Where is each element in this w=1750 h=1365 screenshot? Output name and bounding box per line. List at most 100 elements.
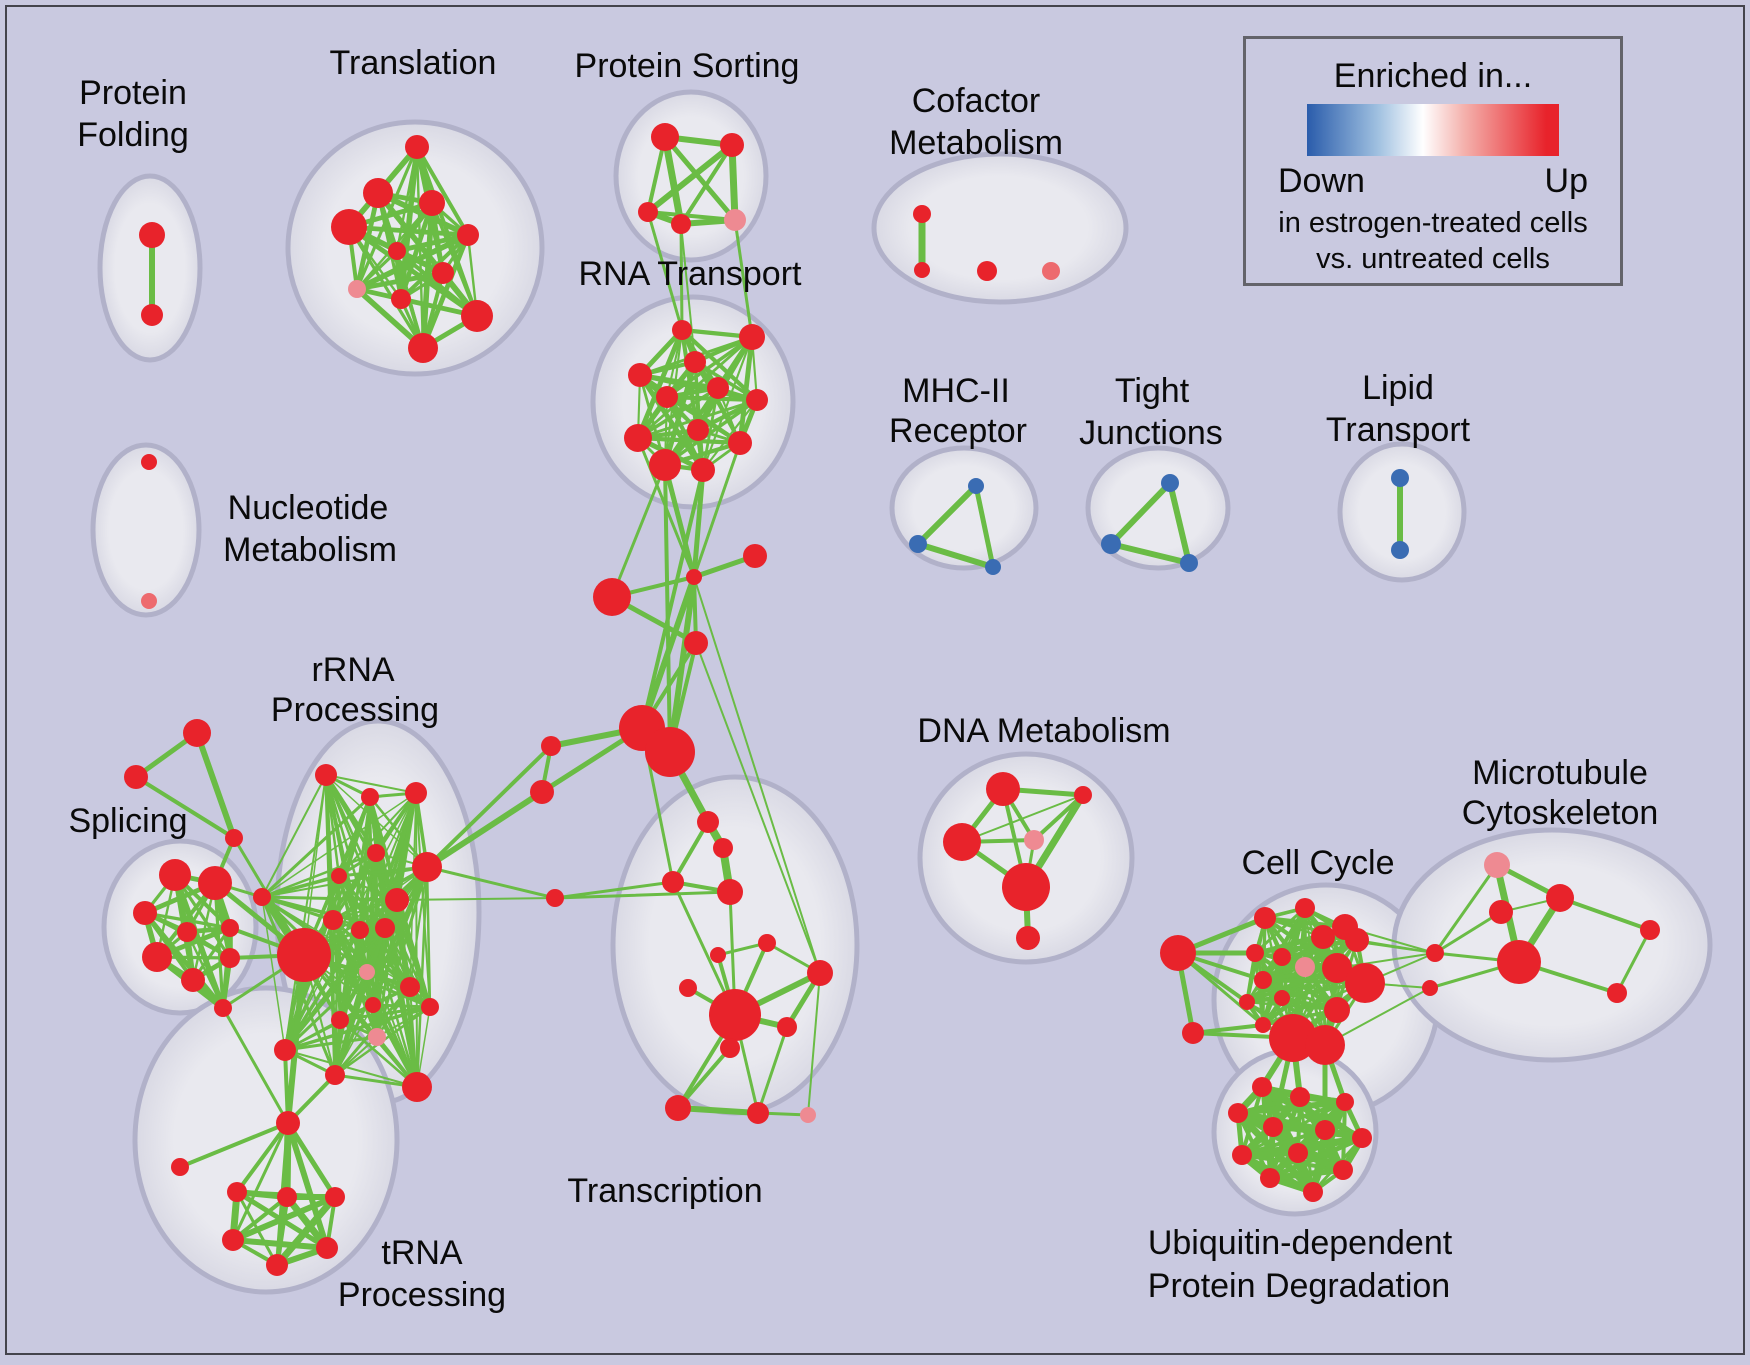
gene-set-node [1239, 994, 1255, 1010]
edge [430, 201, 479, 318]
gene-set-node [624, 424, 652, 452]
gene-set-node [649, 449, 681, 481]
edge [664, 394, 760, 403]
edge [640, 468, 705, 730]
gene-set-node [1260, 1168, 1280, 1188]
edge [646, 210, 684, 332]
gene-set-node [747, 1102, 769, 1124]
edge [194, 730, 237, 841]
gene-set-node [1246, 944, 1264, 962]
gene-set-node [656, 386, 678, 408]
gene-set-node [758, 934, 776, 952]
edge [143, 911, 232, 930]
gene-set-node [375, 918, 395, 938]
gene-set-node [1333, 1160, 1353, 1180]
cluster-label-dna-metabolism: DNA Metabolism [917, 712, 1170, 750]
legend-title: Enriched in... [1333, 57, 1533, 95]
edge [261, 792, 417, 898]
gene-set-node [171, 1158, 189, 1176]
gene-set-node [348, 280, 366, 298]
edge [680, 223, 696, 363]
gene-set-node [405, 782, 427, 804]
gene-set-node [274, 1039, 296, 1061]
edge [1433, 863, 1499, 955]
gene-set-node [1288, 1143, 1308, 1163]
edge [645, 142, 735, 215]
gene-set-node [943, 823, 981, 861]
gene-set-node [720, 133, 744, 157]
edge [973, 483, 996, 570]
gene-set-node [679, 979, 697, 997]
edge [424, 789, 545, 870]
gene-set-node [1290, 1087, 1310, 1107]
cluster-label-ubiquitin-degradation: Protein Degradation [1148, 1267, 1450, 1305]
gene-set-node [141, 593, 157, 609]
gene-set-node [159, 859, 191, 891]
cluster-label-lipid-transport: Lipid [1362, 369, 1434, 407]
edge [409, 986, 418, 1088]
cluster-label-protein-folding: Protein [79, 74, 187, 112]
edge [756, 1025, 789, 1115]
gene-set-node [1303, 1182, 1323, 1202]
cluster-label-tight-junctions: Junctions [1079, 414, 1223, 452]
gene-set-node [461, 300, 493, 332]
gene-set-node [977, 261, 997, 281]
cluster-ellipse-microtubule-cytoskeleton [1391, 827, 1713, 1063]
cluster-label-lipid-transport: Transport [1326, 411, 1471, 449]
gene-set-node [697, 811, 719, 833]
edge [221, 1006, 290, 1125]
edge [396, 897, 556, 901]
edge [553, 890, 732, 900]
cluster-ellipse-cofactor-metabolism [871, 151, 1129, 305]
edge [733, 218, 754, 339]
gene-set-node [1274, 990, 1290, 1006]
cluster-label-protein-sorting: Protein Sorting [575, 47, 800, 85]
gene-set-node [181, 968, 205, 992]
gene-set-node [1254, 907, 1276, 929]
gene-set-node [807, 960, 833, 986]
gene-set-node [739, 324, 765, 350]
edge [665, 395, 742, 445]
edge [338, 1005, 432, 1022]
edge [285, 1120, 330, 1251]
cluster-label-cofactor-metabolism: Cofactor [912, 82, 1041, 120]
edge [701, 398, 759, 472]
gene-set-node [1160, 935, 1196, 971]
edge [261, 774, 327, 898]
gene-set-node [1252, 1077, 1272, 1097]
legend-down-up-row: Down Up [1278, 162, 1588, 201]
gene-set-node [221, 919, 239, 937]
gene-set-node [1391, 469, 1409, 487]
edge [371, 1003, 419, 1089]
gene-set-node [1161, 474, 1179, 492]
gene-set-node [400, 977, 420, 997]
edge [383, 926, 432, 1009]
cluster-label-microtubule-cytoskeleton: Microtubule [1472, 754, 1648, 792]
edge [1176, 951, 1265, 1027]
edge [661, 133, 685, 228]
gene-set-node [720, 1038, 740, 1058]
gene-set-node [1484, 852, 1510, 878]
edge [701, 386, 720, 472]
gene-set-node [323, 910, 343, 930]
gene-set-node [1024, 830, 1044, 850]
gene-set-node [141, 304, 163, 326]
edge [409, 866, 428, 988]
gene-set-node [645, 727, 695, 777]
edge [283, 1035, 379, 1052]
edge [1336, 952, 1436, 969]
edge [338, 1018, 419, 1089]
edge [425, 744, 553, 869]
cluster-label-cofactor-metabolism: Metabolism [889, 124, 1063, 162]
gene-set-node [315, 764, 337, 786]
gene-set-node [351, 921, 369, 939]
cluster-label-splicing: Splicing [68, 802, 187, 840]
gene-set-node [1273, 948, 1291, 966]
gene-set-node [1002, 863, 1050, 911]
gene-set-node [277, 928, 331, 982]
edge [371, 1003, 432, 1009]
edge [1253, 938, 1359, 955]
edge [610, 463, 667, 599]
edge [302, 953, 419, 1089]
